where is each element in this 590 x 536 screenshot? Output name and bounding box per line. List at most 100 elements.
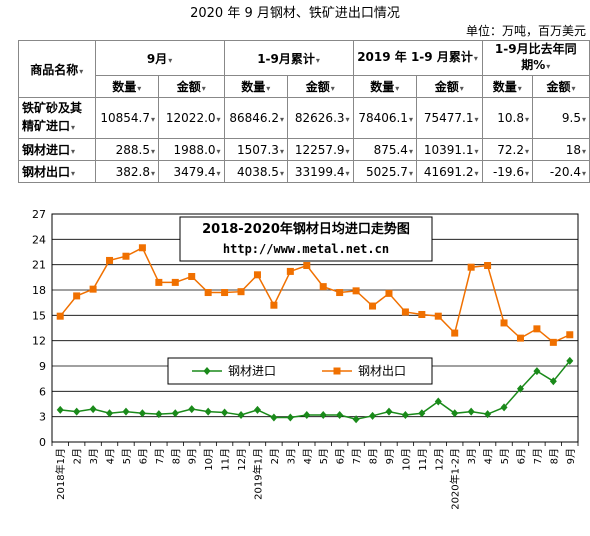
sub-amt[interactable]: 金额 xyxy=(286,75,354,98)
x-tick-label: 12月 xyxy=(433,448,445,471)
data-point xyxy=(237,288,245,296)
data-point xyxy=(204,407,212,416)
x-tick-label: 4月 xyxy=(483,448,495,464)
table-cell[interactable]: 9.5 xyxy=(532,97,590,139)
row-name[interactable]: 铁矿砂及其精矿进口 xyxy=(18,97,96,139)
table-row: 钢材出口 382.8 3479.4 4038.5 33199.4 5025.7 … xyxy=(18,160,590,183)
table-cell[interactable]: 4038.5 xyxy=(223,160,288,183)
x-tick-label: 5月 xyxy=(318,448,330,464)
data-point xyxy=(171,278,179,286)
x-tick-label: 2月 xyxy=(269,448,281,464)
table-cell[interactable]: 10854.7 xyxy=(94,97,159,139)
sub-qty[interactable]: 数量 xyxy=(481,75,534,98)
table-cell[interactable]: 41691.2 xyxy=(415,160,483,183)
sub-amt[interactable]: 金额 xyxy=(532,75,590,98)
x-tick-label: 8月 xyxy=(368,448,380,464)
table-cell[interactable]: 10391.1 xyxy=(415,138,483,161)
y-tick-label: 6 xyxy=(39,385,46,398)
table-cell[interactable]: 288.5 xyxy=(94,138,159,161)
data-point xyxy=(418,310,426,318)
data-point xyxy=(434,312,442,320)
table-cell[interactable]: -19.6 xyxy=(481,160,534,183)
x-tick-label: 7月 xyxy=(351,448,363,464)
table-cell[interactable]: -20.4 xyxy=(532,160,590,183)
data-point xyxy=(336,289,344,297)
data-point xyxy=(319,410,327,419)
data-point xyxy=(204,289,212,297)
x-tick-label: 11月 xyxy=(417,448,429,471)
table-row: 钢材进口 288.5 1988.0 1507.3 12257.9 875.4 1… xyxy=(18,138,590,161)
data-point xyxy=(303,262,311,270)
x-tick-label: 6月 xyxy=(137,448,149,464)
sub-qty[interactable]: 数量 xyxy=(352,75,417,98)
y-tick-label: 12 xyxy=(32,335,46,348)
x-tick-label: 12月 xyxy=(236,448,248,471)
header-yoy[interactable]: 1-9月比去年同期% xyxy=(481,40,590,76)
data-point xyxy=(303,410,311,419)
table-cell[interactable]: 875.4 xyxy=(352,138,417,161)
y-tick-label: 3 xyxy=(39,411,46,424)
table-cell[interactable]: 78406.1 xyxy=(352,97,417,139)
data-point xyxy=(155,410,163,419)
data-point xyxy=(138,409,146,418)
legend-marker xyxy=(203,367,211,375)
data-point xyxy=(253,405,261,414)
table-cell[interactable]: 10.8 xyxy=(481,97,534,139)
x-tick-label: 4月 xyxy=(302,448,314,464)
y-tick-label: 21 xyxy=(32,259,46,272)
table-cell[interactable]: 72.2 xyxy=(481,138,534,161)
x-tick-label: 8月 xyxy=(170,448,182,464)
data-point xyxy=(56,405,64,414)
table-cell[interactable]: 75477.1 xyxy=(415,97,483,139)
data-point xyxy=(451,409,459,418)
table-cell[interactable]: 18 xyxy=(532,138,590,161)
x-tick-label: 3月 xyxy=(466,448,478,464)
data-point xyxy=(237,410,245,419)
header-product-name[interactable]: 商品名称 xyxy=(18,40,96,98)
data-point xyxy=(484,410,492,419)
chart-subtitle: http://www.metal.net.cn xyxy=(223,242,389,256)
row-name[interactable]: 钢材进口 xyxy=(18,138,96,161)
row-name[interactable]: 钢材出口 xyxy=(18,160,96,183)
data-point xyxy=(385,289,393,297)
sub-qty[interactable]: 数量 xyxy=(223,75,288,98)
data-point xyxy=(352,415,360,424)
table-cell[interactable]: 3479.4 xyxy=(157,160,225,183)
table-cell[interactable]: 86846.2 xyxy=(223,97,288,139)
x-tick-label: 9月 xyxy=(384,448,396,464)
x-tick-label: 2月 xyxy=(72,448,84,464)
sub-amt[interactable]: 金额 xyxy=(157,75,225,98)
table-cell[interactable]: 5025.7 xyxy=(352,160,417,183)
chart-title: 2018-2020年钢材日均进口走势图 xyxy=(202,221,410,237)
table-cell[interactable]: 1507.3 xyxy=(223,138,288,161)
data-point xyxy=(500,319,508,327)
unit-label: 单位：万吨，百万美元 xyxy=(465,24,586,38)
data-point xyxy=(401,308,409,316)
data-point xyxy=(138,244,146,252)
table-cell[interactable]: 33199.4 xyxy=(286,160,354,183)
data-point xyxy=(171,409,179,418)
sub-amt[interactable]: 金额 xyxy=(415,75,483,98)
x-tick-label: 9月 xyxy=(565,448,577,464)
header-ytd[interactable]: 1-9月累计 xyxy=(223,40,354,76)
data-point xyxy=(106,409,114,418)
y-tick-label: 18 xyxy=(32,284,46,297)
table-cell[interactable]: 1988.0 xyxy=(157,138,225,161)
data-point xyxy=(270,413,278,422)
table-cell[interactable]: 82626.3 xyxy=(286,97,354,139)
x-tick-label: 7月 xyxy=(154,448,166,464)
header-sep[interactable]: 9月 xyxy=(94,40,225,76)
table-cell[interactable]: 382.8 xyxy=(94,160,159,183)
data-point xyxy=(89,285,97,293)
x-tick-label: 2020年1-2月 xyxy=(449,448,462,510)
data-point xyxy=(188,405,196,414)
table-cell[interactable]: 12257.9 xyxy=(286,138,354,161)
table-cell[interactable]: 12022.0 xyxy=(157,97,225,139)
data-point xyxy=(122,252,130,260)
data-point xyxy=(221,408,229,417)
sub-qty[interactable]: 数量 xyxy=(94,75,159,98)
chart-title-box xyxy=(179,216,433,262)
data-point xyxy=(484,262,492,270)
header-2019-ytd[interactable]: 2019 年 1-9 月累计 xyxy=(352,40,483,76)
